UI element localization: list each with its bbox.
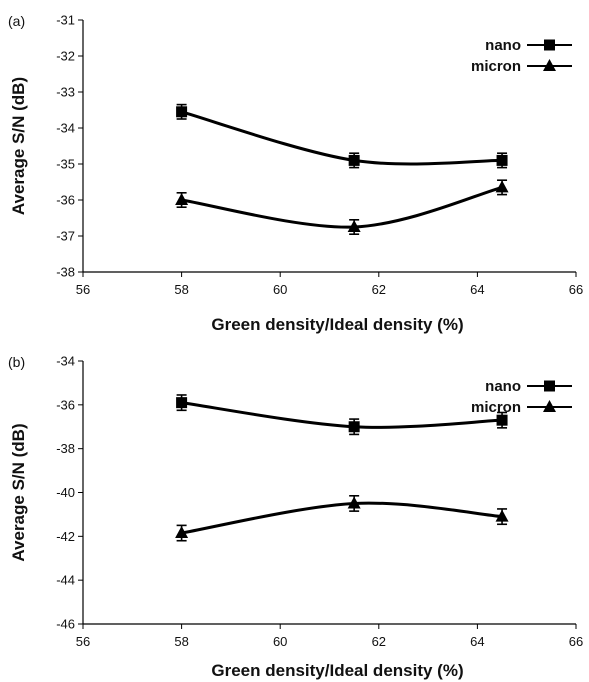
legend-marker — [544, 380, 555, 392]
data-point — [495, 509, 509, 522]
x-axis-title: Green density/Ideal density (%) — [211, 661, 463, 680]
legend-label: nano — [485, 37, 521, 54]
y-tick-label: -37 — [56, 229, 75, 244]
data-point — [495, 180, 509, 193]
y-axis-title: Average S/N (dB) — [9, 423, 28, 561]
series-line — [181, 401, 503, 429]
x-tick-label: 66 — [569, 634, 583, 649]
data-point — [496, 154, 508, 166]
legend-label: nano — [485, 378, 521, 395]
series-nano — [176, 103, 508, 169]
data-point — [175, 193, 189, 205]
legend-marker — [543, 400, 556, 412]
data-point — [348, 154, 360, 166]
y-tick-label: -36 — [56, 397, 75, 412]
y-tick-label: -38 — [56, 441, 75, 456]
data-point — [175, 526, 189, 539]
data-point — [176, 397, 188, 409]
legend: nano micron — [471, 378, 572, 416]
chart-panel-a: -38 -37 -36 -35 -34 -33 -32 -31 56 58 60 62 64 66 Gree… — [8, 13, 583, 335]
x-tick-label: 56 — [76, 634, 90, 649]
chart-panel-b: -46 -44 -42 -40 -38 -36 -34 56 58 60 62 64 66 Green d… — [8, 354, 583, 681]
x-tick-label: 58 — [174, 282, 188, 297]
y-tick-label: -46 — [56, 617, 75, 632]
y-tick-label: -34 — [56, 354, 75, 369]
x-tick-label: 62 — [372, 282, 386, 297]
y-tick-label: -32 — [56, 49, 75, 64]
y-tick-label: -34 — [56, 121, 75, 136]
data-point — [176, 106, 188, 118]
x-tick-label: 60 — [273, 282, 287, 297]
series-nano — [176, 394, 508, 436]
panel-label: (a) — [8, 13, 25, 29]
x-tick-label: 66 — [569, 282, 583, 297]
x-tick-label: 60 — [273, 634, 287, 649]
y-tick-label: -35 — [56, 157, 75, 172]
legend-marker — [544, 39, 555, 51]
y-axis-title: Average S/N (dB) — [9, 77, 28, 215]
data-point — [348, 421, 360, 433]
y-tick-label: -40 — [56, 485, 75, 500]
y-tick-label: -44 — [56, 573, 75, 588]
x-tick-label: 64 — [470, 634, 484, 649]
legend-label: micron — [471, 58, 521, 75]
x-axis-title: Green density/Ideal density (%) — [211, 315, 463, 334]
y-tick-label: -42 — [56, 529, 75, 544]
y-tick-label: -33 — [56, 85, 75, 100]
data-point — [347, 220, 361, 232]
legend: nano micron — [471, 37, 572, 75]
series-line — [181, 501, 503, 535]
series-line — [181, 185, 503, 229]
x-tick-label: 64 — [470, 282, 484, 297]
y-tick-label: -31 — [56, 13, 75, 28]
series-micron — [175, 494, 509, 542]
x-tick-label: 62 — [372, 634, 386, 649]
series-micron — [175, 179, 509, 235]
data-point — [347, 496, 361, 509]
x-tick-label: 58 — [174, 634, 188, 649]
panel-label: (b) — [8, 354, 25, 370]
y-tick-label: -38 — [56, 265, 75, 280]
y-tick-label: -36 — [56, 193, 75, 208]
series-line — [181, 110, 503, 166]
data-point — [496, 414, 508, 426]
x-tick-label: 56 — [76, 282, 90, 297]
legend-marker — [543, 59, 556, 71]
legend-label: micron — [471, 399, 521, 416]
